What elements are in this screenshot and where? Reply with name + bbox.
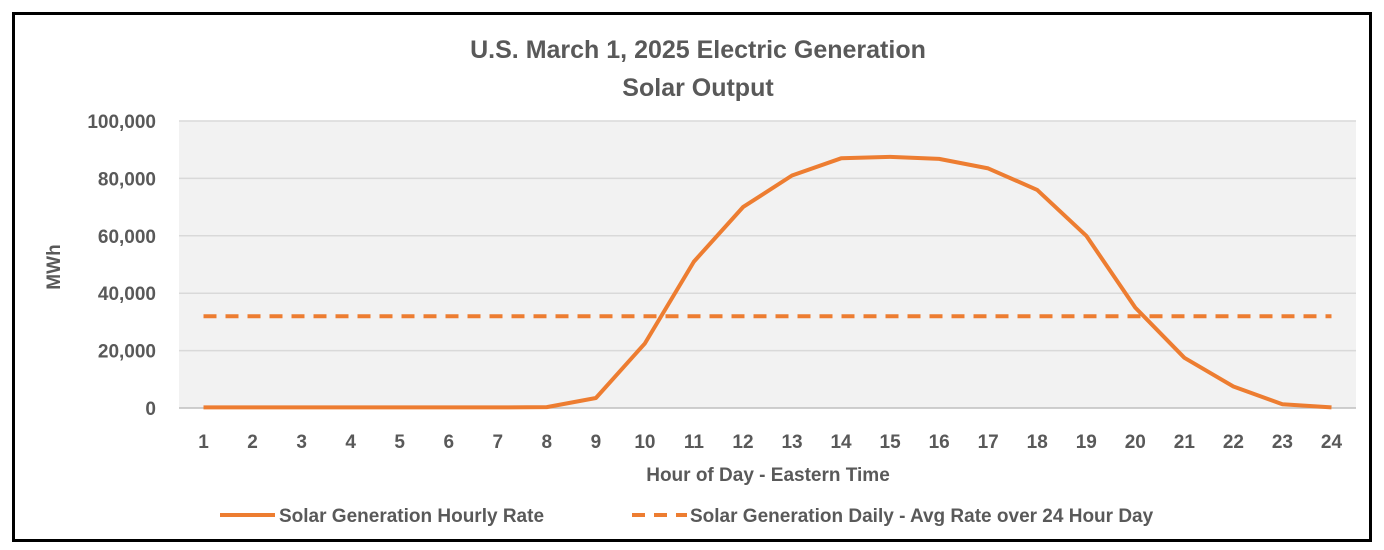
x-tick-label: 23 — [1272, 432, 1293, 453]
x-tick-label: 19 — [1076, 432, 1097, 453]
x-tick-label: 2 — [247, 432, 258, 453]
chart-frame: U.S. March 1, 2025 Electric Generation S… — [12, 12, 1372, 542]
x-tick-label: 20 — [1125, 432, 1146, 453]
series-line-hourly-rate — [203, 154, 1332, 410]
y-tick-label: 100,000 — [87, 112, 156, 133]
x-tick-label: 8 — [542, 432, 553, 453]
x-tick-label: 10 — [634, 432, 655, 453]
y-axis-title: MWh — [44, 244, 65, 289]
chart-title: U.S. March 1, 2025 Electric Generation — [470, 36, 926, 64]
x-tick-label: 16 — [929, 432, 950, 453]
plot-background — [179, 121, 1356, 408]
x-tick-label: 1 — [198, 432, 209, 453]
legend-label-daily-average: Solar Generation Daily - Avg Rate over 2… — [690, 506, 1154, 527]
y-tick-label: 40,000 — [98, 284, 156, 305]
x-tick-label: 3 — [296, 432, 307, 453]
x-tick-label: 18 — [1027, 432, 1048, 453]
x-axis-title: Hour of Day - Eastern Time — [646, 465, 890, 486]
x-tick-label: 21 — [1174, 432, 1196, 453]
y-tick-label: 80,000 — [98, 169, 156, 190]
y-tick-label: 0 — [145, 399, 156, 420]
x-tick-label: 12 — [732, 432, 753, 453]
chart-subtitle: Solar Output — [622, 74, 774, 102]
x-tick-label: 24 — [1321, 432, 1343, 453]
x-tick-label: 15 — [880, 432, 902, 453]
x-tick-label: 17 — [978, 432, 999, 453]
x-tick-label: 7 — [492, 432, 503, 453]
x-tick-label: 22 — [1223, 432, 1244, 453]
x-tick-label: 9 — [591, 432, 602, 453]
x-tick-label: 4 — [345, 432, 356, 453]
line-chart: U.S. March 1, 2025 Electric Generation S… — [15, 15, 1369, 539]
x-tick-label: 6 — [443, 432, 454, 453]
legend-label-hourly-rate: Solar Generation Hourly Rate — [279, 506, 544, 527]
x-tick-label: 5 — [394, 432, 405, 453]
y-tick-label: 20,000 — [98, 342, 156, 363]
x-tick-label: 14 — [830, 432, 852, 453]
x-tick-label: 13 — [781, 432, 802, 453]
legend: Solar Generation Hourly Rate Solar Gener… — [220, 506, 1154, 527]
y-tick-label: 60,000 — [98, 227, 156, 248]
x-tick-label: 11 — [684, 432, 705, 453]
